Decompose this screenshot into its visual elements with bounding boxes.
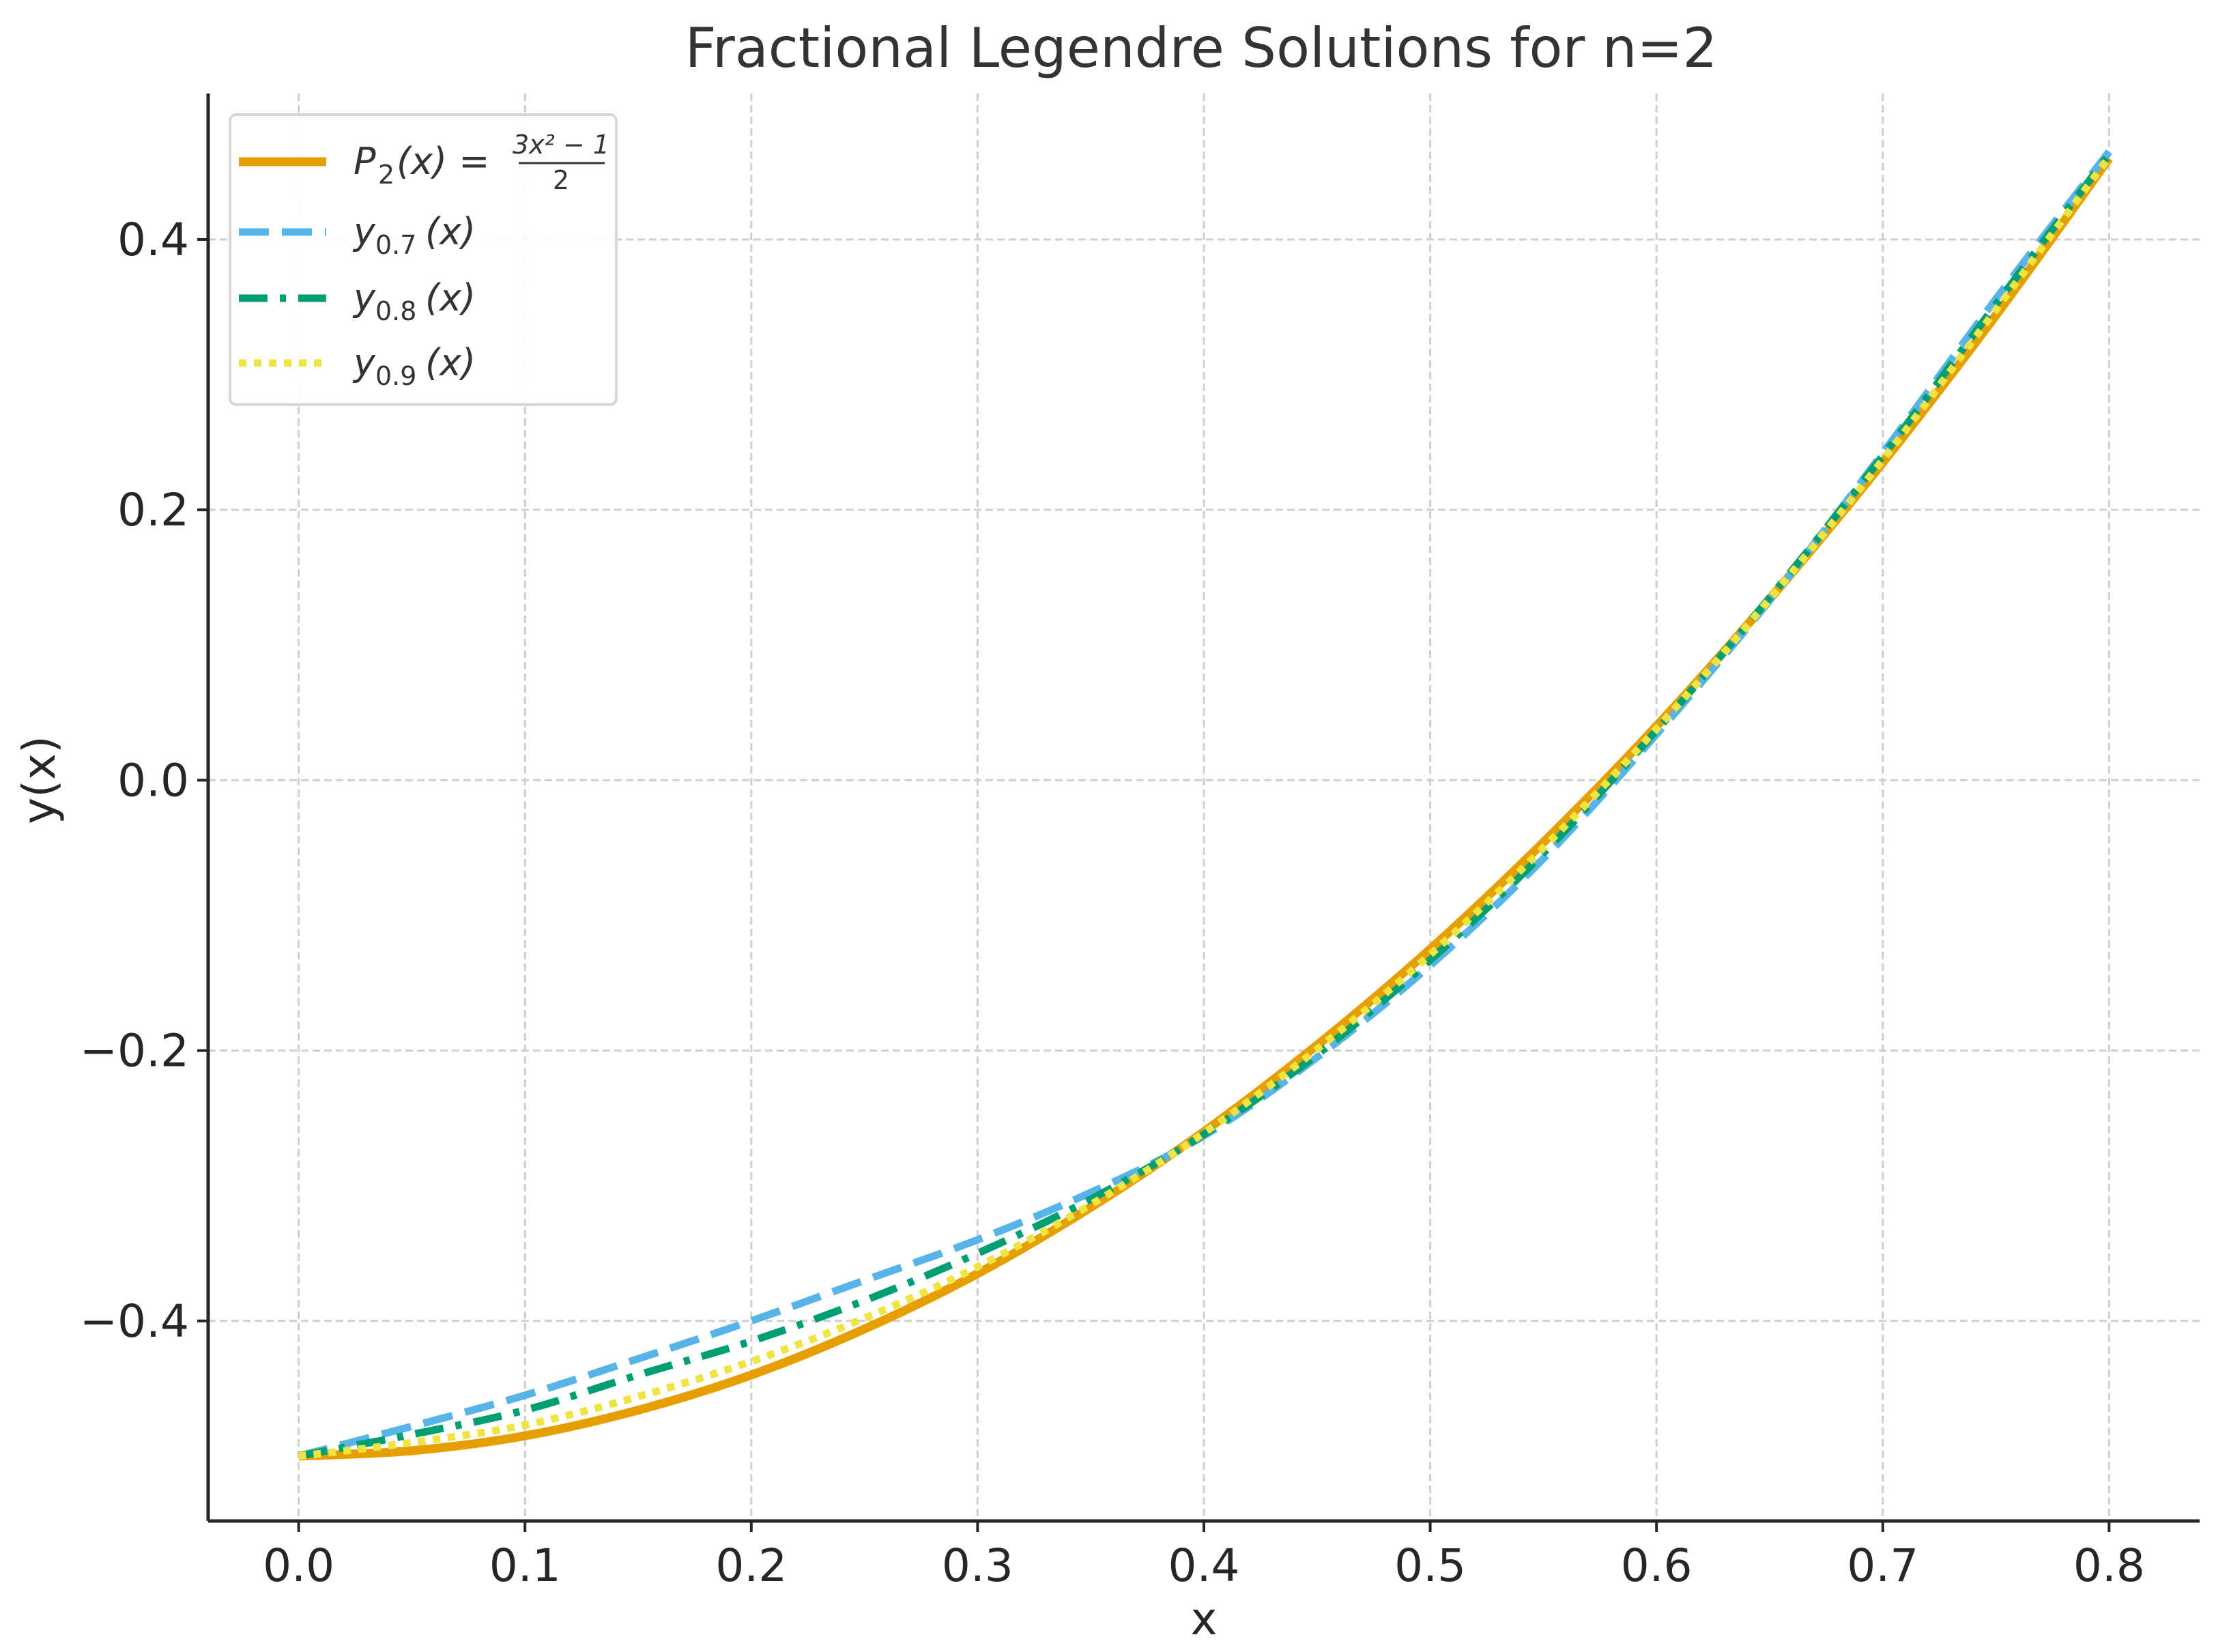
x-tick-label: 0.7 [1847, 1539, 1918, 1592]
y-tick-label: 0.4 [117, 214, 189, 266]
legend-label-rest: (x) [425, 210, 476, 253]
legend-label-rest: (x) [425, 341, 476, 384]
legend-label-rest: (x) [425, 276, 476, 319]
legend-label-sub: 0.7 [375, 230, 416, 260]
y-tick-label: −0.4 [80, 1295, 189, 1348]
x-tick-label: 0.8 [2073, 1539, 2145, 1592]
series-layer [298, 149, 2113, 1461]
legend-label-main: y [352, 210, 376, 253]
y-axis-title: y(x) [13, 736, 66, 824]
legend-label-sub: 0.8 [375, 296, 416, 326]
legend-label-main: y [352, 276, 376, 319]
x-ticks: 0.0 0.1 0.2 0.3 0.4 0.5 0.6 0.7 0.8 [263, 1521, 2145, 1592]
legend-label-sub: 0.9 [375, 361, 416, 391]
legend-fraction-numerator: 3x² − 1 [513, 130, 609, 160]
series-line-3 [298, 154, 2112, 1460]
x-tick-label: 0.4 [1168, 1539, 1240, 1592]
legend-frame [229, 113, 618, 406]
chart-title: Fractional Legendre Solutions for n=2 [685, 16, 1718, 80]
legend-label-3: y 0.9 (x) [352, 341, 476, 391]
x-tick-label: 0.2 [715, 1539, 787, 1592]
x-tick-label: 0.0 [263, 1539, 334, 1592]
x-tick-label: 0.3 [942, 1539, 1013, 1592]
legend: P 2 (x) = 3x² − 12y 0.7 (x)y 0.8 (x)y 0.9 (x) [229, 113, 618, 406]
legend-label-main: y [352, 341, 376, 384]
y-tick-label: 0.2 [117, 484, 189, 536]
legend-fraction-denominator: 2 [553, 165, 569, 195]
x-tick-label: 0.6 [1621, 1539, 1693, 1592]
legend-label-1: y 0.7 (x) [352, 210, 476, 260]
y-ticks: −0.4 −0.2 0.0 0.2 0.4 [80, 214, 208, 1348]
y-tick-label: −0.2 [80, 1025, 189, 1077]
legend-label-sub: 2 [378, 160, 394, 190]
legend-label-0: P 2 (x) = 3x² − 12 [354, 130, 609, 195]
x-tick-label: 0.5 [1394, 1539, 1466, 1592]
legend-label-rest: (x) = [397, 140, 490, 183]
legend-label-main: P [354, 140, 376, 183]
x-tick-label: 0.1 [489, 1539, 561, 1592]
x-axis-title: x [1190, 1593, 1217, 1645]
legend-label-2: y 0.8 (x) [352, 276, 476, 326]
y-tick-label: 0.0 [117, 754, 189, 807]
